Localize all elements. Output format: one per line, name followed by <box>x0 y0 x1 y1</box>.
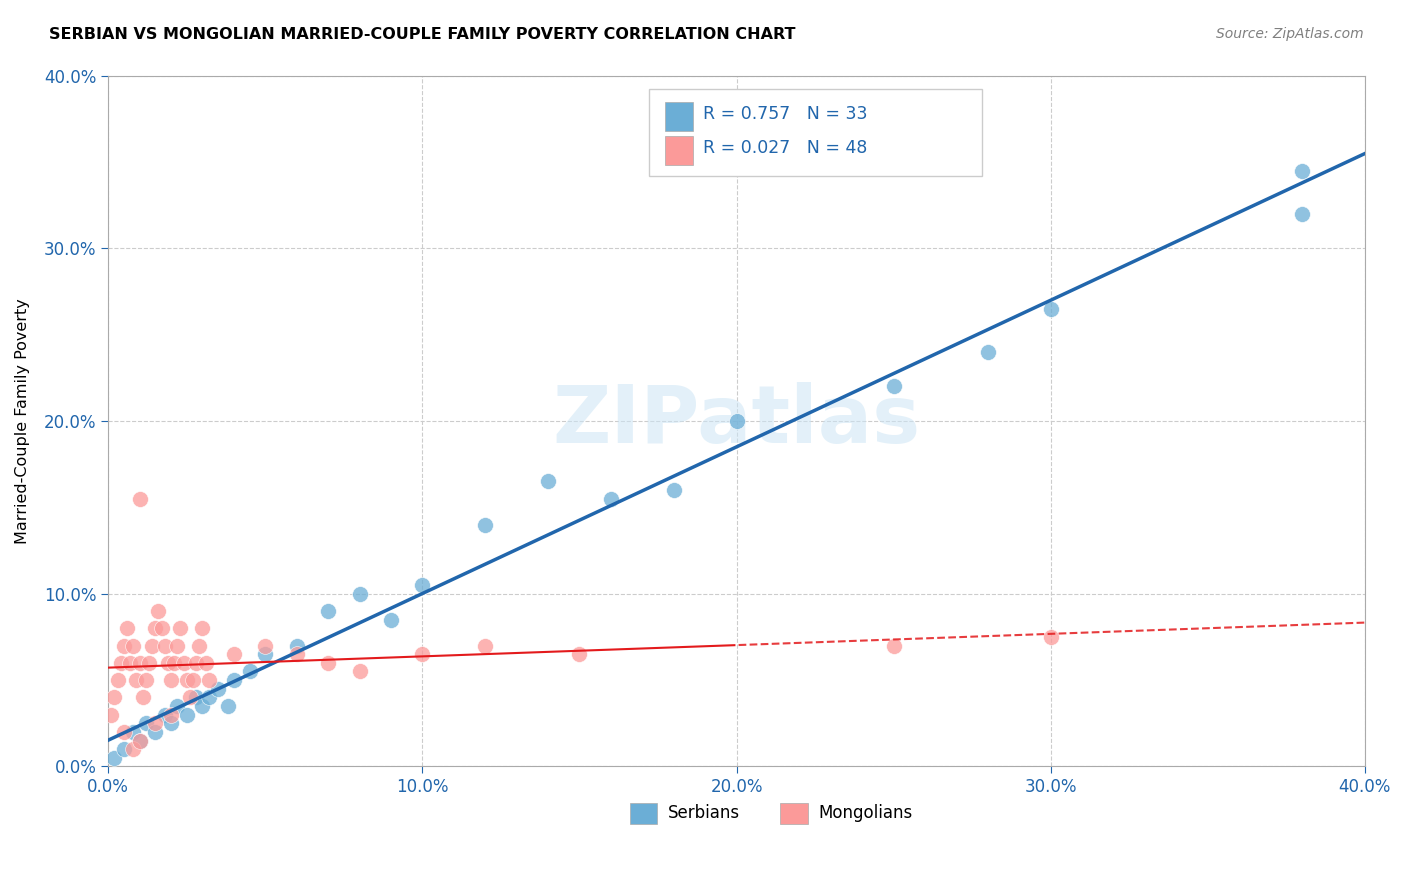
Point <box>1291 163 1313 178</box>
Point <box>1039 630 1062 644</box>
Point <box>186 656 208 670</box>
Point <box>217 698 239 713</box>
Text: R = 0.757   N = 33: R = 0.757 N = 33 <box>703 104 868 122</box>
Point <box>181 673 204 687</box>
Text: R = 0.027   N = 48: R = 0.027 N = 48 <box>703 139 868 157</box>
Point <box>160 707 183 722</box>
Point <box>135 716 157 731</box>
Point <box>188 639 211 653</box>
Point <box>128 491 150 506</box>
Point <box>141 639 163 653</box>
Point <box>120 656 142 670</box>
Point <box>128 733 150 747</box>
FancyBboxPatch shape <box>648 89 981 176</box>
Point <box>115 621 138 635</box>
Point <box>316 656 339 670</box>
Point <box>1039 301 1062 316</box>
Point <box>238 665 260 679</box>
Text: Source: ZipAtlas.com: Source: ZipAtlas.com <box>1216 27 1364 41</box>
Point <box>474 639 496 653</box>
Point <box>150 621 173 635</box>
Point <box>176 673 198 687</box>
Point <box>349 587 371 601</box>
Point <box>316 604 339 618</box>
Point <box>143 716 166 731</box>
Bar <box>630 803 658 824</box>
Point <box>197 690 219 705</box>
Point <box>103 690 125 705</box>
Point <box>166 698 188 713</box>
Point <box>153 639 176 653</box>
Point <box>411 578 433 592</box>
Point <box>411 647 433 661</box>
Point <box>197 673 219 687</box>
Point <box>179 690 201 705</box>
Point <box>160 716 183 731</box>
Point <box>160 673 183 687</box>
Point <box>163 656 186 670</box>
Point <box>138 656 160 670</box>
Point <box>103 751 125 765</box>
Point <box>148 604 170 618</box>
Point <box>128 733 150 747</box>
Point <box>169 621 191 635</box>
Point <box>166 639 188 653</box>
Point <box>176 707 198 722</box>
Point <box>568 647 591 661</box>
Point <box>380 613 402 627</box>
Point <box>285 639 308 653</box>
Point <box>191 698 214 713</box>
Point <box>173 656 195 670</box>
Point <box>186 690 208 705</box>
Point <box>122 639 145 653</box>
Text: ZIPatlas: ZIPatlas <box>553 382 921 460</box>
Y-axis label: Married-Couple Family Poverty: Married-Couple Family Poverty <box>15 298 30 544</box>
Point <box>135 673 157 687</box>
Point <box>222 647 245 661</box>
Point <box>537 475 560 489</box>
Point <box>285 647 308 661</box>
Point <box>125 673 148 687</box>
Point <box>107 673 129 687</box>
Point <box>222 673 245 687</box>
Bar <box>665 102 693 131</box>
Point <box>112 725 135 739</box>
Point <box>349 665 371 679</box>
Point <box>977 345 1000 359</box>
Point <box>122 742 145 756</box>
Point <box>599 491 621 506</box>
Point <box>112 742 135 756</box>
Point <box>132 690 155 705</box>
Point <box>191 621 214 635</box>
Point <box>100 707 122 722</box>
Point <box>122 725 145 739</box>
Point <box>662 483 685 497</box>
Point <box>153 707 176 722</box>
Point <box>143 725 166 739</box>
Point <box>143 621 166 635</box>
Text: SERBIAN VS MONGOLIAN MARRIED-COUPLE FAMILY POVERTY CORRELATION CHART: SERBIAN VS MONGOLIAN MARRIED-COUPLE FAMI… <box>49 27 796 42</box>
Point <box>254 647 277 661</box>
Point <box>725 414 748 428</box>
Point <box>128 656 150 670</box>
Text: Mongolians: Mongolians <box>818 805 912 822</box>
Text: Serbians: Serbians <box>668 805 740 822</box>
Point <box>112 639 135 653</box>
Point <box>207 681 229 696</box>
Point <box>254 639 277 653</box>
Point <box>110 656 132 670</box>
Point <box>883 639 905 653</box>
Point <box>474 517 496 532</box>
Point <box>194 656 217 670</box>
Bar <box>780 803 808 824</box>
Point <box>1291 207 1313 221</box>
Bar <box>665 136 693 165</box>
Point <box>883 379 905 393</box>
Point <box>156 656 179 670</box>
